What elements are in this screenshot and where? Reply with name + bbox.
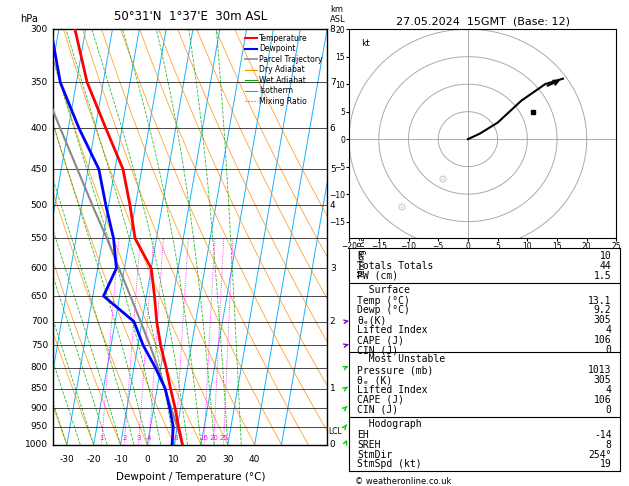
Text: ⚙: ⚙ bbox=[438, 175, 448, 185]
Text: 7: 7 bbox=[330, 78, 335, 87]
Text: 0: 0 bbox=[606, 405, 611, 415]
Text: 20: 20 bbox=[196, 455, 207, 464]
Text: 44: 44 bbox=[599, 261, 611, 271]
Text: 950: 950 bbox=[31, 422, 48, 432]
Text: 1: 1 bbox=[330, 384, 335, 393]
Text: hPa: hPa bbox=[21, 14, 38, 24]
Text: © weatheronline.co.uk: © weatheronline.co.uk bbox=[355, 477, 452, 486]
Text: 450: 450 bbox=[31, 165, 48, 174]
Text: kt: kt bbox=[361, 39, 370, 48]
Text: 4: 4 bbox=[147, 435, 151, 441]
Text: 600: 600 bbox=[31, 264, 48, 273]
Text: PW (cm): PW (cm) bbox=[357, 271, 398, 281]
Text: Most Unstable: Most Unstable bbox=[357, 354, 445, 364]
Text: Hodograph: Hodograph bbox=[357, 419, 422, 429]
Text: LCL: LCL bbox=[328, 427, 342, 436]
Text: Pressure (mb): Pressure (mb) bbox=[357, 365, 433, 375]
Text: Totals Totals: Totals Totals bbox=[357, 261, 433, 271]
Text: Dewp (°C): Dewp (°C) bbox=[357, 306, 410, 315]
Text: -10: -10 bbox=[113, 455, 128, 464]
Text: Surface: Surface bbox=[357, 285, 410, 295]
Text: 10: 10 bbox=[599, 251, 611, 261]
Text: 350: 350 bbox=[31, 78, 48, 87]
Text: Temp (°C): Temp (°C) bbox=[357, 295, 410, 306]
Text: CIN (J): CIN (J) bbox=[357, 405, 398, 415]
Text: 2: 2 bbox=[330, 317, 335, 326]
Text: Mixing Ratio (g/kg): Mixing Ratio (g/kg) bbox=[358, 197, 367, 277]
Text: 3: 3 bbox=[136, 435, 141, 441]
Text: StmSpd (kt): StmSpd (kt) bbox=[357, 459, 422, 469]
Text: 50°31'N  1°37'E  30m ASL: 50°31'N 1°37'E 30m ASL bbox=[114, 10, 267, 23]
Text: ⚙: ⚙ bbox=[397, 203, 406, 213]
Text: 1.5: 1.5 bbox=[594, 271, 611, 281]
Text: 5: 5 bbox=[330, 165, 335, 174]
Legend: Temperature, Dewpoint, Parcel Trajectory, Dry Adiabat, Wet Adiabat, Isotherm, Mi: Temperature, Dewpoint, Parcel Trajectory… bbox=[245, 33, 323, 106]
Text: 6: 6 bbox=[330, 124, 335, 133]
Text: 4: 4 bbox=[606, 325, 611, 335]
Text: SREH: SREH bbox=[357, 440, 381, 450]
Text: 2: 2 bbox=[122, 435, 126, 441]
Text: -14: -14 bbox=[594, 430, 611, 440]
Text: 8: 8 bbox=[174, 435, 178, 441]
Text: 0: 0 bbox=[330, 440, 335, 449]
Text: 4: 4 bbox=[330, 201, 335, 210]
Text: 650: 650 bbox=[31, 292, 48, 300]
Text: 305: 305 bbox=[594, 375, 611, 385]
Text: 40: 40 bbox=[249, 455, 260, 464]
Text: StmDir: StmDir bbox=[357, 450, 392, 460]
Text: CAPE (J): CAPE (J) bbox=[357, 395, 404, 405]
Text: θₑ (K): θₑ (K) bbox=[357, 375, 392, 385]
Text: km
ASL: km ASL bbox=[330, 5, 345, 24]
Text: 3: 3 bbox=[330, 264, 335, 273]
Text: 0: 0 bbox=[606, 345, 611, 355]
Text: 30: 30 bbox=[222, 455, 233, 464]
Text: -20: -20 bbox=[86, 455, 101, 464]
Text: 800: 800 bbox=[31, 363, 48, 372]
Text: 300: 300 bbox=[31, 25, 48, 34]
Text: 1013: 1013 bbox=[588, 365, 611, 375]
Text: 13.1: 13.1 bbox=[588, 295, 611, 306]
Text: 16: 16 bbox=[199, 435, 209, 441]
Text: 25: 25 bbox=[219, 435, 228, 441]
Text: 500: 500 bbox=[31, 201, 48, 210]
Text: CAPE (J): CAPE (J) bbox=[357, 335, 404, 345]
Text: 8: 8 bbox=[606, 440, 611, 450]
Text: 1000: 1000 bbox=[25, 440, 48, 449]
Text: 0: 0 bbox=[145, 455, 150, 464]
Text: 400: 400 bbox=[31, 124, 48, 133]
Text: CIN (J): CIN (J) bbox=[357, 345, 398, 355]
Text: -30: -30 bbox=[60, 455, 74, 464]
Text: 19: 19 bbox=[599, 459, 611, 469]
Text: 1: 1 bbox=[99, 435, 104, 441]
Text: Dewpoint / Temperature (°C): Dewpoint / Temperature (°C) bbox=[116, 472, 265, 482]
Text: θₑ(K): θₑ(K) bbox=[357, 315, 387, 326]
Text: Lifted Index: Lifted Index bbox=[357, 325, 428, 335]
Text: 254°: 254° bbox=[588, 450, 611, 460]
Text: K: K bbox=[357, 251, 363, 261]
Title: 27.05.2024  15GMT  (Base: 12): 27.05.2024 15GMT (Base: 12) bbox=[396, 17, 570, 27]
Text: 900: 900 bbox=[31, 404, 48, 413]
Text: 850: 850 bbox=[31, 384, 48, 393]
Text: 750: 750 bbox=[31, 341, 48, 350]
Text: 10: 10 bbox=[169, 455, 180, 464]
Text: 106: 106 bbox=[594, 335, 611, 345]
Text: 20: 20 bbox=[209, 435, 218, 441]
Text: 4: 4 bbox=[606, 385, 611, 395]
Text: 9.2: 9.2 bbox=[594, 306, 611, 315]
Text: 550: 550 bbox=[31, 234, 48, 243]
Text: EH: EH bbox=[357, 430, 369, 440]
Text: Lifted Index: Lifted Index bbox=[357, 385, 428, 395]
Text: 305: 305 bbox=[594, 315, 611, 326]
Text: 106: 106 bbox=[594, 395, 611, 405]
Text: 8: 8 bbox=[330, 25, 335, 34]
Text: 700: 700 bbox=[31, 317, 48, 326]
